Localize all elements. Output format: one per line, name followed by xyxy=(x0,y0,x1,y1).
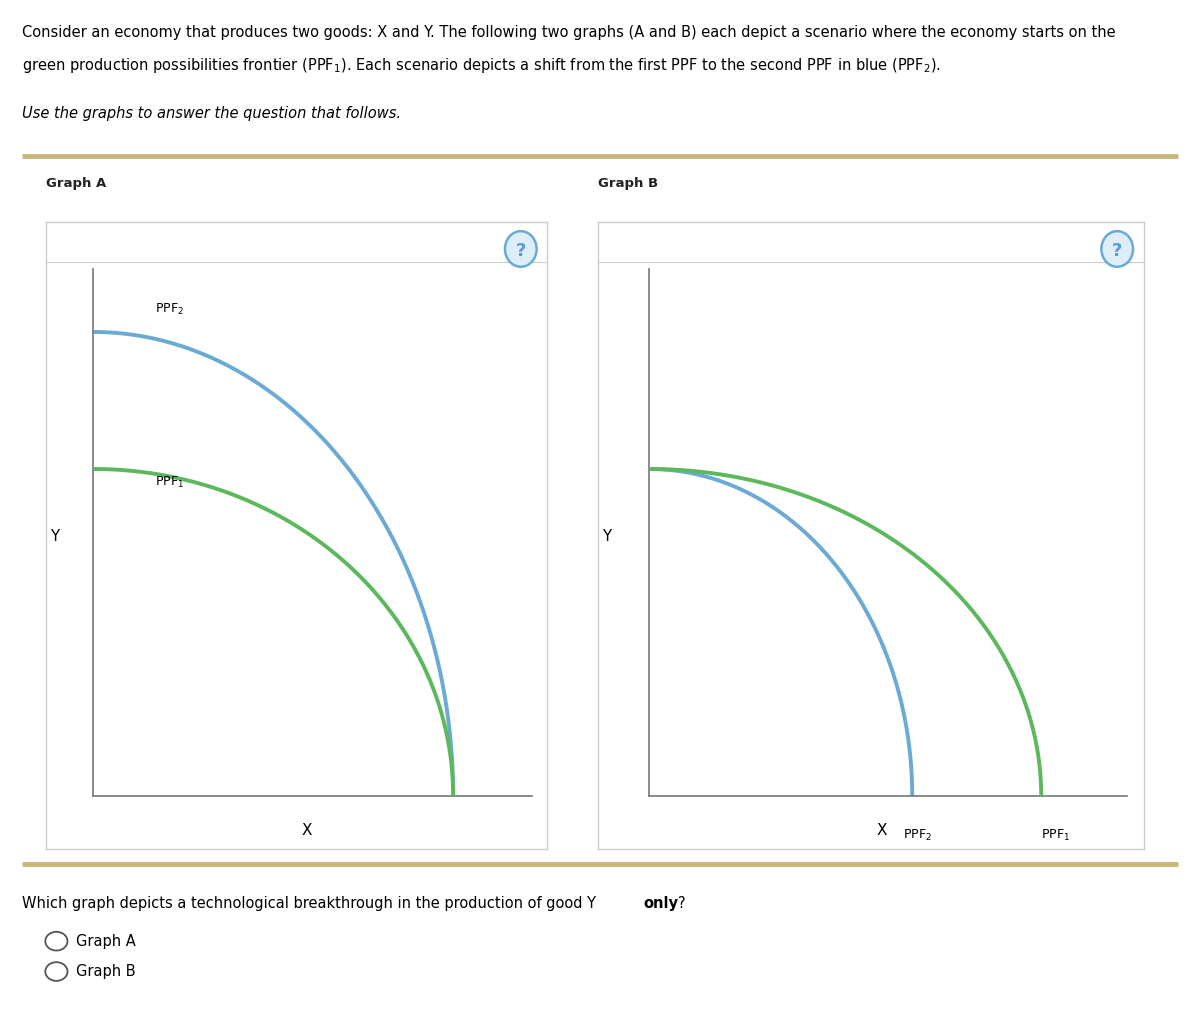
Text: Use the graphs to answer the question that follows.: Use the graphs to answer the question th… xyxy=(22,106,401,121)
Text: PPF$_2$: PPF$_2$ xyxy=(902,828,931,842)
Text: Graph A: Graph A xyxy=(46,177,106,190)
Text: green production possibilities frontier (PPF$_1$). Each scenario depicts a shift: green production possibilities frontier … xyxy=(22,56,941,75)
Circle shape xyxy=(1102,232,1133,268)
Text: Graph B: Graph B xyxy=(598,177,658,190)
Text: Y: Y xyxy=(50,529,60,543)
Text: Which graph depicts a technological breakthrough in the production of good Y: Which graph depicts a technological brea… xyxy=(22,895,600,910)
Text: PPF$_1$: PPF$_1$ xyxy=(1042,828,1070,842)
Text: ?: ? xyxy=(516,242,526,260)
Text: PPF$_1$: PPF$_1$ xyxy=(155,475,184,490)
Text: Consider an economy that produces two goods: X and Y. The following two graphs (: Consider an economy that produces two go… xyxy=(22,25,1115,40)
Text: Graph B: Graph B xyxy=(76,963,136,978)
Text: only: only xyxy=(643,895,679,910)
Text: Y: Y xyxy=(602,529,612,543)
Text: Graph A: Graph A xyxy=(76,933,136,947)
Text: X: X xyxy=(876,822,887,837)
Text: ?: ? xyxy=(678,895,686,910)
Text: ?: ? xyxy=(1112,242,1122,260)
Text: PPF$_2$: PPF$_2$ xyxy=(155,301,184,316)
Text: X: X xyxy=(301,822,312,837)
Circle shape xyxy=(505,232,536,268)
